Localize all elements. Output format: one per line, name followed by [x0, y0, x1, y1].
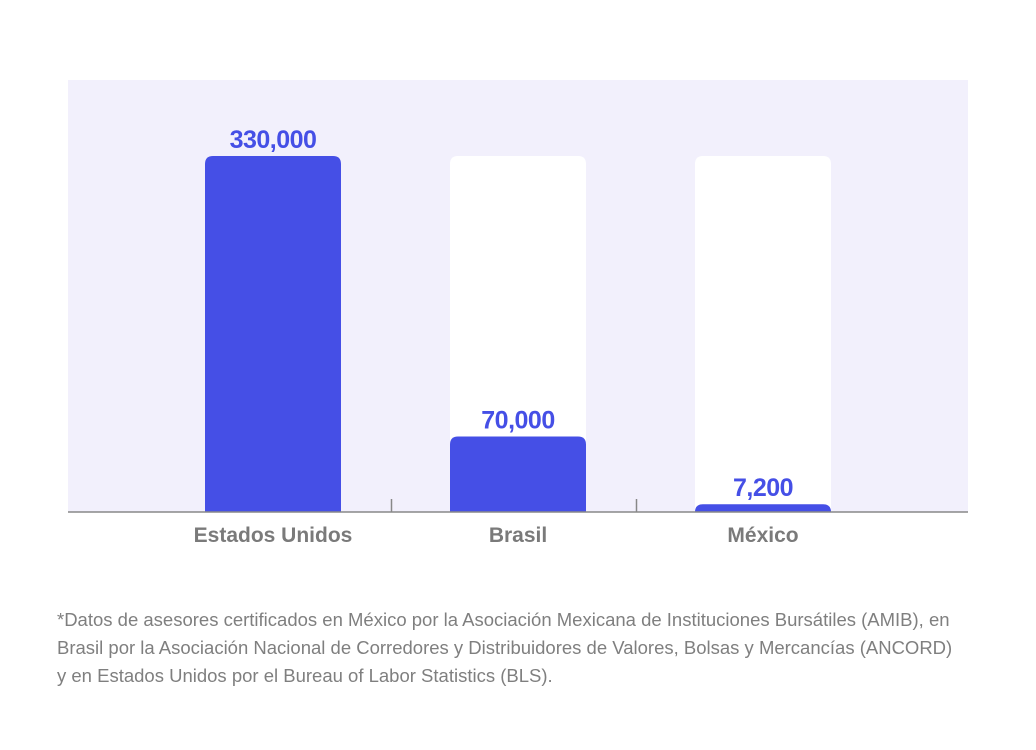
- bar: [205, 156, 341, 512]
- bars: [205, 156, 831, 512]
- value-label: 7,200: [733, 474, 793, 502]
- bar: [695, 504, 831, 512]
- category-label: Estados Unidos: [194, 524, 353, 547]
- value-label: 70,000: [481, 406, 554, 434]
- category-label: Brasil: [489, 524, 547, 547]
- bar: [450, 436, 586, 512]
- bar-chart: 330,000 70,000 7,200 Estados Unidos Brasil M…: [68, 80, 968, 547]
- x-axis-ticks: [390, 499, 638, 512]
- category-labels: Estados Unidos Brasil México: [194, 524, 799, 547]
- source-footnote: *Datos de asesores certificados en Méxic…: [57, 609, 953, 686]
- bar-track: [450, 156, 586, 512]
- category-label: México: [727, 524, 798, 547]
- value-labels: 330,000 70,000 7,200: [230, 126, 794, 502]
- value-label: 330,000: [230, 126, 317, 154]
- bar-track: [695, 156, 831, 512]
